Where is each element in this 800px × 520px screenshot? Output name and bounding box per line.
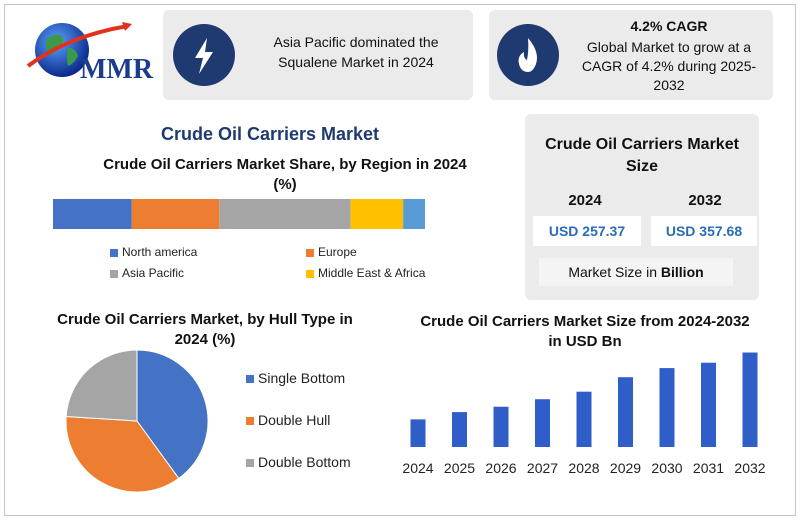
x-tick-2031: 2031 bbox=[693, 460, 724, 476]
size-bar-2029 bbox=[618, 377, 633, 447]
year-2032-label: 2032 bbox=[688, 192, 722, 209]
region-share-bar bbox=[53, 199, 425, 229]
hull-type-pie-chart bbox=[65, 349, 209, 493]
legend-item-double-bottom: Double Bottom bbox=[246, 454, 351, 470]
value-2032: USD 357.68 bbox=[651, 216, 757, 246]
logo-text: MMR bbox=[80, 54, 154, 85]
lightning-icon bbox=[173, 24, 235, 86]
page-frame bbox=[4, 4, 796, 516]
x-tick-2025: 2025 bbox=[444, 460, 475, 476]
legend-item-asia-pacific: Asia Pacific bbox=[110, 266, 184, 280]
x-tick-2024: 2024 bbox=[402, 460, 433, 476]
globe-icon bbox=[26, 22, 132, 77]
size-bar-2024 bbox=[410, 419, 426, 447]
size-bar-2032 bbox=[742, 352, 758, 447]
main-title: Crude Oil Carriers Market bbox=[160, 124, 380, 144]
cagr-heading: 4.2% CAGR bbox=[630, 18, 708, 34]
legend-item-double-hull: Double Hull bbox=[246, 412, 330, 428]
region-segment-3 bbox=[350, 199, 404, 229]
x-tick-2027: 2027 bbox=[527, 460, 558, 476]
size-bar-2025 bbox=[452, 412, 467, 447]
legend-item-europe: Europe bbox=[306, 245, 357, 259]
market-size-panel: Crude Oil Carriers Market Size 2024 2032… bbox=[525, 114, 759, 300]
pie-slice-2 bbox=[65, 349, 138, 422]
info-card-cagr: 4.2% CAGR Global Market to grow at a CAG… bbox=[489, 10, 773, 100]
region-segment-2 bbox=[219, 199, 351, 229]
pie-slice-0 bbox=[136, 349, 209, 480]
region-chart-title: Crude Oil Carriers Market Share, by Regi… bbox=[103, 156, 467, 193]
legend-item-single-bottom: Single Bottom bbox=[246, 370, 345, 386]
x-tick-2026: 2026 bbox=[485, 460, 516, 476]
year-2024-label: 2024 bbox=[568, 192, 602, 209]
size-bar-2028 bbox=[576, 391, 592, 447]
logo: MMR bbox=[22, 14, 168, 90]
x-tick-2028: 2028 bbox=[568, 460, 599, 476]
info-card-dominance: Asia Pacific dominated the Squalene Mark… bbox=[163, 10, 473, 100]
legend-item-north-america: North america bbox=[110, 245, 197, 259]
market-size-title: Crude Oil Carriers Market Size bbox=[545, 136, 739, 175]
value-2024: USD 257.37 bbox=[533, 216, 641, 246]
market-size-bar-chart: 2024 2025 2026 2027 2028 2029 2030 2031 2032 bbox=[402, 352, 766, 476]
legend-item-middle-east-africa: Middle East & Africa bbox=[306, 266, 425, 280]
size-bar-2027 bbox=[535, 399, 550, 447]
x-tick-2030: 2030 bbox=[651, 460, 682, 476]
hull-chart-title: Crude Oil Carriers Market, by Hull Type … bbox=[57, 311, 353, 348]
cagr-text: Global Market to grow at a CAGR of 4.2% … bbox=[581, 39, 757, 93]
size-bar-2030 bbox=[659, 368, 675, 447]
pie-slice-1 bbox=[65, 416, 180, 493]
info-card-text: Asia Pacific dominated the Squalene Mark… bbox=[273, 34, 439, 70]
region-segment-4 bbox=[403, 199, 425, 229]
size-bar-2031 bbox=[701, 362, 716, 447]
x-tick-2029: 2029 bbox=[610, 460, 641, 476]
flame-icon bbox=[497, 24, 559, 86]
x-tick-2032: 2032 bbox=[734, 460, 765, 476]
size-bar-2026 bbox=[493, 406, 509, 447]
region-segment-1 bbox=[131, 199, 220, 229]
market-size-unit: Market Size in Billion bbox=[539, 258, 733, 286]
size-chart-title: Crude Oil Carriers Market Size from 2024… bbox=[420, 313, 750, 350]
region-segment-0 bbox=[53, 199, 132, 229]
